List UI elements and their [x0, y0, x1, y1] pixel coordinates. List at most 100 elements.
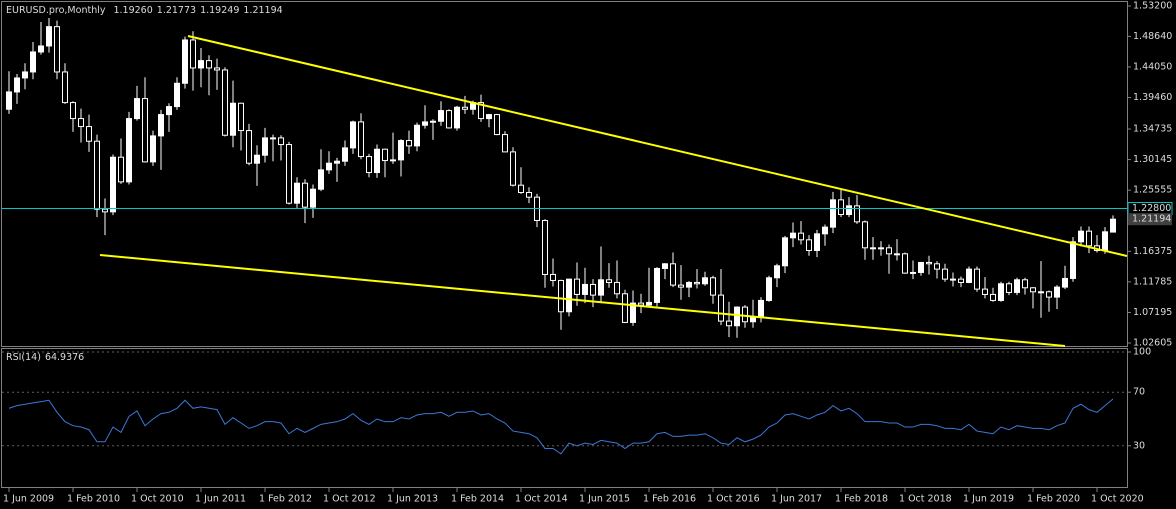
candle-body: [286, 144, 292, 204]
candle-body: [758, 299, 764, 318]
candle-body: [118, 156, 124, 183]
price-label-box: [1128, 213, 1172, 226]
x-tick-label: 1 Oct 2010: [131, 494, 184, 505]
rsi-header: RSI(14) 64.9376: [6, 352, 84, 363]
y-tick-label: 1.11785: [1133, 276, 1172, 287]
candle-body: [390, 159, 396, 162]
candle-body: [1054, 286, 1060, 298]
candle-body: [150, 135, 156, 163]
candle-body: [22, 71, 28, 79]
candle-body: [590, 283, 596, 296]
candle-body: [270, 137, 276, 140]
candle-body: [982, 288, 988, 295]
candle-body: [254, 154, 260, 164]
x-tick-label: 1 Jun 2013: [387, 494, 438, 505]
candle-body: [334, 160, 340, 164]
header: EURUSD.pro,Monthly 1.19260 1.21773 1.19249 1…: [6, 5, 283, 16]
x-tick-label: 1 Oct 2016: [707, 494, 760, 505]
candle-body: [734, 306, 740, 327]
candle-body: [990, 293, 996, 301]
candle-body: [462, 106, 468, 110]
candle-body: [246, 130, 252, 164]
candle-body: [350, 121, 356, 149]
rsi-tick-label: 30: [1133, 440, 1145, 451]
candle-body: [526, 192, 532, 198]
candle-body: [630, 302, 636, 323]
candle-body: [1086, 230, 1092, 247]
candle-body: [606, 279, 612, 283]
candle-body: [654, 267, 660, 303]
candle-body: [86, 126, 92, 142]
y-tick-label: 1.16375: [1133, 246, 1172, 257]
candle-body: [230, 102, 236, 136]
candle-body: [702, 277, 708, 285]
candle-body: [790, 232, 796, 239]
candle-body: [326, 162, 332, 171]
candle-body: [886, 247, 892, 255]
upper-trendline: [187, 35, 1128, 257]
close-label: 1.21194: [243, 5, 282, 16]
candle-body: [486, 114, 492, 120]
candle-body: [214, 67, 220, 71]
x-tick-label: 1 Jun 2017: [771, 494, 822, 505]
candle-body: [70, 102, 76, 120]
candle-body: [822, 226, 828, 235]
candle-body: [598, 279, 604, 296]
candle-body: [646, 301, 652, 306]
candle-body: [958, 278, 964, 283]
candle-body: [918, 261, 924, 273]
candle-body: [846, 205, 852, 216]
candle-body: [566, 278, 572, 313]
candle-body: [1062, 277, 1068, 288]
candle-body: [414, 124, 420, 147]
candle-body: [134, 98, 140, 120]
candle-body: [222, 69, 228, 136]
candle-body: [838, 199, 844, 216]
candle-body: [942, 268, 948, 280]
candle-body: [582, 283, 588, 295]
candle-body: [870, 247, 876, 250]
candle-body: [38, 45, 44, 53]
x-tick-label: 1 Jun 2019: [963, 494, 1014, 505]
candle-body: [446, 110, 452, 129]
candle-body: [358, 121, 364, 158]
candle-body: [182, 39, 188, 84]
candle-body: [726, 320, 732, 327]
x-tick-label: 1 Feb 2010: [67, 494, 120, 505]
candle-body: [278, 137, 284, 146]
x-tick-label: 1 Oct 2018: [899, 494, 952, 505]
x-tick-label: 1 Oct 2020: [1091, 494, 1144, 505]
candle-body: [830, 199, 836, 228]
candle-body: [854, 205, 860, 223]
candle-body: [422, 121, 428, 126]
candle-body: [966, 268, 972, 283]
candle-body: [158, 114, 164, 137]
candle-body: [518, 184, 524, 194]
candle-body: [998, 283, 1004, 301]
candle-body: [14, 77, 20, 93]
candle-body: [398, 140, 404, 161]
candle-body: [174, 82, 180, 108]
candle-body: [190, 39, 196, 69]
candle-body: [126, 118, 132, 183]
candle-body: [662, 263, 668, 269]
candle-body: [910, 271, 916, 274]
candle-body: [478, 102, 484, 120]
candle-body: [558, 279, 564, 313]
candle-body: [102, 208, 108, 213]
candle-body: [454, 106, 460, 129]
candle-body: [1038, 291, 1044, 294]
rsi-tick-label: 70: [1133, 387, 1145, 398]
candle-body: [46, 26, 52, 47]
candle-body: [902, 253, 908, 274]
price-label: 1.21194: [1132, 214, 1171, 225]
y-tick-label: 1.48640: [1133, 31, 1172, 42]
candle-body: [238, 102, 244, 132]
candle-body: [382, 148, 388, 162]
candle-body: [750, 316, 756, 323]
candle-body: [894, 253, 900, 256]
candle-body: [318, 169, 324, 190]
x-tick-label: 1 Oct 2012: [323, 494, 376, 505]
x-tick-label: 1 Jun 2015: [579, 494, 630, 505]
